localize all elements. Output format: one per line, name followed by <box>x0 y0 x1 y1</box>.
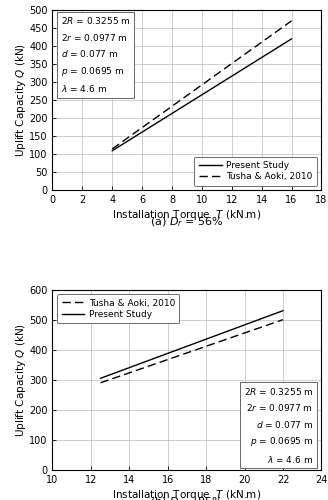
Line: Tusha & Aoki, 2010: Tusha & Aoki, 2010 <box>112 21 292 149</box>
Legend: Present Study, Tusha & Aoki, 2010: Present Study, Tusha & Aoki, 2010 <box>195 156 317 186</box>
Text: (a) $D_r$ = 56%: (a) $D_r$ = 56% <box>150 216 224 229</box>
Present Study <box>265 314 269 320</box>
Present Study <box>117 143 121 149</box>
Tusha & Aoki, 2010 <box>133 368 136 374</box>
Tusha & Aoki, 2010 <box>265 322 269 328</box>
X-axis label: Installation Torque  $T$ (kN.m): Installation Torque $T$ (kN.m) <box>113 488 261 500</box>
Present Study <box>274 46 278 52</box>
Tusha & Aoki, 2010 <box>158 112 162 118</box>
Line: Present Study: Present Study <box>100 310 283 378</box>
X-axis label: Installation Torque  $T$ (kN.m): Installation Torque $T$ (kN.m) <box>113 208 261 222</box>
Present Study <box>106 372 110 378</box>
Present Study <box>133 362 136 368</box>
Present Study <box>280 42 284 48</box>
Tusha & Aoki, 2010 <box>272 320 276 326</box>
Text: (b) $D_r$ = 85%: (b) $D_r$ = 85% <box>150 495 224 500</box>
Tusha & Aoki, 2010 <box>121 138 125 144</box>
Tusha & Aoki, 2010 <box>110 376 113 382</box>
Tusha & Aoki, 2010 <box>147 363 151 369</box>
Tusha & Aoki, 2010 <box>110 146 114 152</box>
Line: Tusha & Aoki, 2010: Tusha & Aoki, 2010 <box>100 320 283 383</box>
Tusha & Aoki, 2010 <box>280 24 284 30</box>
Present Study <box>147 358 151 364</box>
Present Study <box>158 118 162 124</box>
Present Study <box>110 148 114 154</box>
Y-axis label: Uplift Capacity $Q$ (kN): Uplift Capacity $Q$ (kN) <box>13 43 28 157</box>
Tusha & Aoki, 2010 <box>144 122 148 128</box>
Line: Present Study: Present Study <box>112 39 292 150</box>
Present Study <box>272 311 276 317</box>
Present Study <box>290 36 294 42</box>
Text: 2$R$ = 0.3255 m
2$r$ = 0.0977 m
$d$ = 0.077 m
$p$ = 0.0695 m
$\lambda$ = 4.6 m: 2$R$ = 0.3255 m 2$r$ = 0.0977 m $d$ = 0.… <box>61 16 130 94</box>
Present Study <box>281 308 285 314</box>
Tusha & Aoki, 2010 <box>98 380 102 386</box>
Present Study <box>98 376 102 382</box>
Present Study <box>144 127 148 133</box>
Text: 2$R$ = 0.3255 m
2$r$ = 0.0977 m
$d$ = 0.077 m
$p$ = 0.0695 m
$\lambda$ = 4.6 m: 2$R$ = 0.3255 m 2$r$ = 0.0977 m $d$ = 0.… <box>244 386 313 464</box>
Tusha & Aoki, 2010 <box>274 29 278 35</box>
Present Study <box>121 141 125 147</box>
Legend: Tusha & Aoki, 2010, Present Study: Tusha & Aoki, 2010, Present Study <box>57 294 179 324</box>
Tusha & Aoki, 2010 <box>117 141 121 147</box>
Y-axis label: Uplift Capacity $Q$ (kN): Uplift Capacity $Q$ (kN) <box>14 323 28 437</box>
Present Study <box>110 371 113 377</box>
Tusha & Aoki, 2010 <box>290 18 294 24</box>
Tusha & Aoki, 2010 <box>106 378 110 384</box>
Tusha & Aoki, 2010 <box>281 316 285 322</box>
